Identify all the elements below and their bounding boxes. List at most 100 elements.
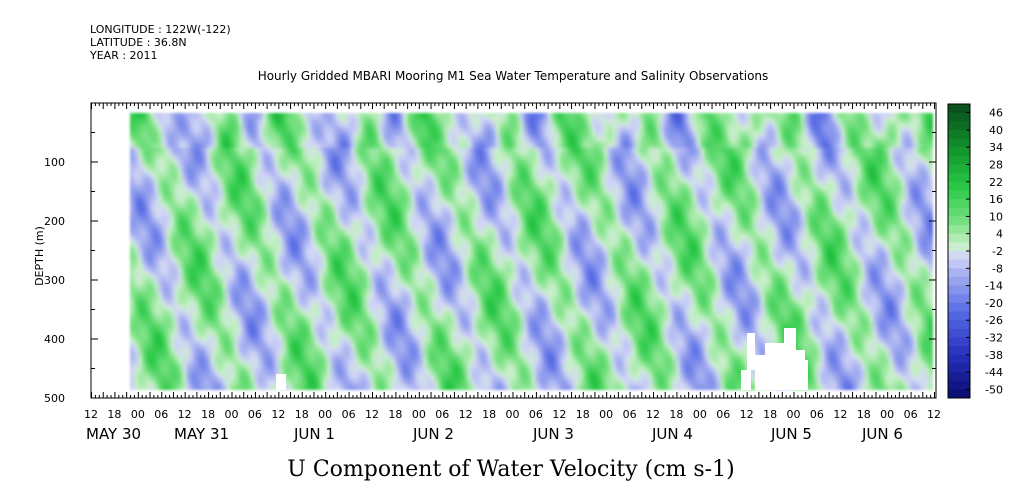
colorbar-swatch bbox=[948, 294, 970, 304]
colorbar-swatch bbox=[948, 155, 970, 166]
colorbar-swatch bbox=[948, 380, 970, 390]
x-hour-label: 12 bbox=[833, 408, 847, 421]
x-hour-label: 18 bbox=[201, 408, 215, 421]
colorbar-label: 22 bbox=[989, 176, 1003, 189]
x-hour-label: 00 bbox=[599, 408, 613, 421]
y-tick-label: 500 bbox=[44, 392, 65, 405]
colorbar-label: 16 bbox=[989, 193, 1003, 206]
x-hour-label: 00 bbox=[693, 408, 707, 421]
colorbar-swatch bbox=[948, 164, 970, 174]
colorbar-swatch bbox=[948, 346, 970, 356]
x-day-label: JUN 4 bbox=[651, 425, 693, 443]
x-hour-label: 00 bbox=[506, 408, 520, 421]
colorbar-swatch bbox=[948, 320, 970, 330]
x-hour-label: 06 bbox=[810, 408, 824, 421]
x-hour-label: 18 bbox=[857, 408, 871, 421]
gap-block bbox=[276, 374, 286, 390]
heatmap-field bbox=[130, 113, 933, 390]
y-tick-label: 400 bbox=[44, 333, 65, 346]
x-day-labels: MAY 30 MAY 31 JUN 1 JUN 2 JUN 3 JUN 4 JUN 5 JUN… bbox=[86, 425, 903, 443]
x-hour-label: 06 bbox=[435, 408, 449, 421]
x-hour-label: 12 bbox=[178, 408, 192, 421]
colorbar-swatch bbox=[948, 138, 970, 148]
x-hour-label: 12 bbox=[646, 408, 660, 421]
gap-block bbox=[784, 328, 796, 390]
x-hour-label: 12 bbox=[927, 408, 941, 421]
colorbar-swatch bbox=[948, 259, 970, 269]
x-hour-label: 12 bbox=[740, 408, 754, 421]
latitude-label: LATITUDE : 36.8N bbox=[90, 36, 187, 49]
x-hour-label: 06 bbox=[904, 408, 918, 421]
colorbar-swatch bbox=[948, 372, 970, 382]
chart-title: Hourly Gridded MBARI Mooring M1 Sea Wate… bbox=[257, 69, 769, 83]
colorbar-swatch bbox=[948, 337, 970, 347]
x-hour-label: 00 bbox=[225, 408, 239, 421]
colorbar-swatch bbox=[948, 233, 970, 243]
colorbar-swatch bbox=[948, 147, 970, 157]
x-hour-label: 12 bbox=[459, 408, 473, 421]
colorbar-swatch bbox=[948, 285, 970, 295]
colorbar-swatch bbox=[948, 328, 970, 338]
colorbar-label: -20 bbox=[985, 297, 1003, 310]
x-hour-label: 12 bbox=[271, 408, 285, 421]
gap-block bbox=[802, 360, 808, 390]
x-hour-label: 00 bbox=[412, 408, 426, 421]
colorbar-label: -38 bbox=[985, 349, 1003, 362]
colorbar-label: -44 bbox=[985, 366, 1003, 379]
colorbar-swatch bbox=[948, 354, 970, 364]
colorbar-swatch bbox=[948, 199, 970, 209]
x-hour-label: 18 bbox=[107, 408, 121, 421]
x-hour-label: 12 bbox=[84, 408, 98, 421]
colorbar-swatch bbox=[948, 190, 970, 200]
longitude-label: LONGITUDE : 122W(-122) bbox=[90, 23, 231, 36]
x-hour-labels: 12 18 00 06 12 18 00 06 12 18 00 06 12 18 00 06 12 18 00 06… bbox=[84, 408, 941, 421]
x-day-label: MAY 31 bbox=[174, 425, 229, 443]
colorbar-label: -8 bbox=[992, 262, 1003, 275]
colorbar-swatch bbox=[948, 173, 970, 183]
x-hour-label: 06 bbox=[623, 408, 637, 421]
x-hour-label: 00 bbox=[131, 408, 145, 421]
colorbar-label: 46 bbox=[989, 107, 1003, 120]
x-day-label: JUN 1 bbox=[293, 425, 335, 443]
x-axis-title: U Component of Water Velocity (cm s-1) bbox=[287, 457, 734, 482]
colorbar-swatch bbox=[948, 207, 970, 217]
colorbar-label: 10 bbox=[989, 210, 1003, 223]
colorbar: 46 40 34 28 22 16 10 4 -2 -8 -14 -20 -26 -32 -38 -44 -50 bbox=[947, 103, 1003, 399]
x-hour-label: 18 bbox=[763, 408, 777, 421]
missing-data-gaps bbox=[276, 328, 808, 390]
x-hour-label: 06 bbox=[529, 408, 543, 421]
colorbar-swatch bbox=[948, 242, 970, 252]
y-tick-label: 100 bbox=[44, 156, 65, 169]
x-hour-label: 18 bbox=[388, 408, 402, 421]
y-tick-label: 300 bbox=[44, 274, 65, 287]
x-hour-label: 00 bbox=[318, 408, 332, 421]
colorbar-swatch bbox=[948, 216, 970, 226]
colorbar-swatch bbox=[948, 311, 970, 321]
y-tick-label: 200 bbox=[44, 215, 65, 228]
colorbar-label: 28 bbox=[989, 159, 1003, 172]
x-hour-label: 06 bbox=[342, 408, 356, 421]
x-hour-label: 18 bbox=[576, 408, 590, 421]
x-day-label: MAY 30 bbox=[86, 425, 141, 443]
colorbar-label: -2 bbox=[992, 245, 1003, 258]
colorbar-label: 4 bbox=[996, 228, 1003, 241]
colorbar-label: 40 bbox=[989, 124, 1003, 137]
colorbar-swatch bbox=[948, 225, 970, 235]
colorbar-swatch bbox=[948, 302, 970, 313]
colorbar-swatch bbox=[948, 389, 970, 399]
x-day-label: JUN 3 bbox=[532, 425, 574, 443]
colorbar-swatch bbox=[948, 268, 970, 278]
colorbar-label: -14 bbox=[985, 280, 1003, 293]
y-axis-label: DEPTH (m) bbox=[33, 226, 46, 286]
colorbar-label: -32 bbox=[985, 331, 1003, 344]
x-hour-label: 18 bbox=[482, 408, 496, 421]
gap-block bbox=[795, 350, 805, 390]
year-label: YEAR : 2011 bbox=[90, 49, 158, 62]
x-hour-label: 12 bbox=[552, 408, 566, 421]
x-hour-label: 00 bbox=[880, 408, 894, 421]
colorbar-swatch bbox=[948, 363, 970, 373]
x-day-label: JUN 6 bbox=[861, 425, 903, 443]
gap-block bbox=[765, 343, 785, 390]
x-hour-label: 00 bbox=[787, 408, 801, 421]
colorbar-swatch bbox=[948, 121, 970, 131]
